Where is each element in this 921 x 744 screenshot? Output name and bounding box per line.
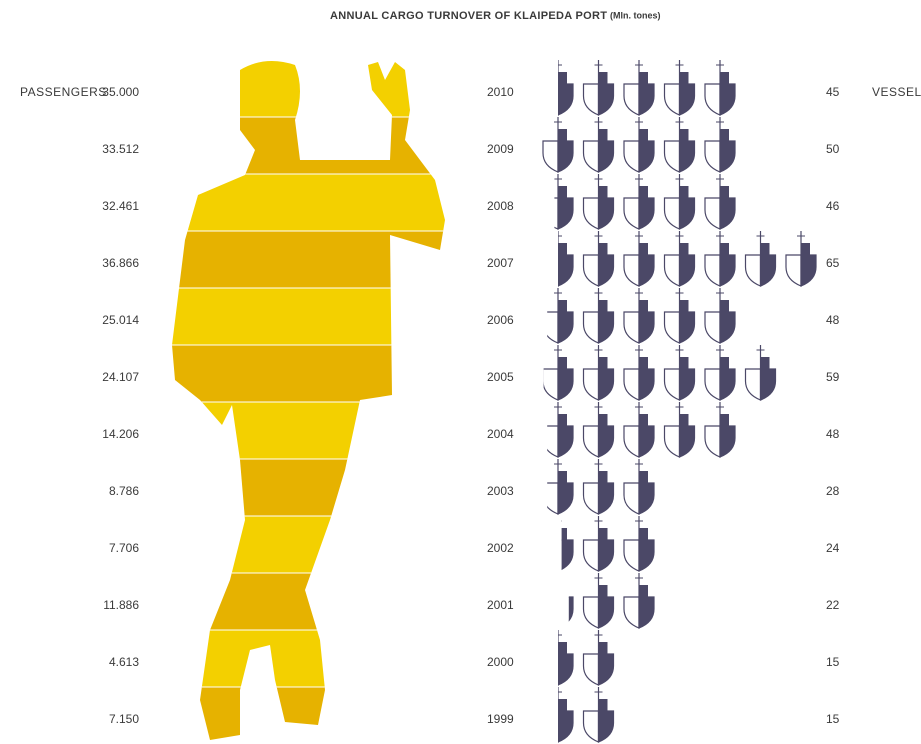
vessel-value: 46 bbox=[826, 199, 840, 213]
vessel-icons bbox=[542, 117, 736, 173]
year-label: 1999 bbox=[487, 712, 514, 726]
passenger-value: 24.107 bbox=[102, 370, 139, 384]
vessel-icons bbox=[547, 402, 736, 458]
vessel-value: 45 bbox=[826, 85, 840, 99]
year-label: 2004 bbox=[487, 427, 514, 441]
year-label: 2007 bbox=[487, 256, 514, 270]
passenger-band bbox=[172, 116, 445, 175]
passenger-value: 4.613 bbox=[109, 655, 139, 669]
vessel-value: 48 bbox=[826, 313, 840, 327]
vessel-value: 15 bbox=[826, 712, 840, 726]
passenger-band bbox=[172, 515, 445, 574]
passenger-value: 36.866 bbox=[102, 256, 139, 270]
year-label: 2008 bbox=[487, 199, 514, 213]
year-label: 2001 bbox=[487, 598, 514, 612]
vessel-value: 28 bbox=[826, 484, 840, 498]
vessel-value: 24 bbox=[826, 541, 840, 555]
passenger-value: 32.461 bbox=[102, 199, 139, 213]
year-label: 2003 bbox=[487, 484, 514, 498]
passenger-value: 8.786 bbox=[109, 484, 139, 498]
year-label: 2010 bbox=[487, 85, 514, 99]
chart-title: ANNUAL CARGO TURNOVER OF KLAIPEDA PORT bbox=[330, 10, 607, 22]
year-label: 2006 bbox=[487, 313, 514, 327]
year-label: 2002 bbox=[487, 541, 514, 555]
vessels-label: VESSELS bbox=[872, 85, 921, 99]
vessel-icons bbox=[543, 345, 777, 401]
passenger-value: 33.512 bbox=[102, 142, 139, 156]
vessel-icons bbox=[547, 288, 736, 344]
passenger-value: 25.014 bbox=[102, 313, 139, 327]
year-label: 2005 bbox=[487, 370, 514, 384]
passenger-band bbox=[172, 173, 445, 232]
vessel-value: 59 bbox=[826, 370, 840, 384]
vessel-value: 22 bbox=[826, 598, 840, 612]
vessel-icons bbox=[558, 687, 615, 743]
passenger-band bbox=[172, 686, 445, 740]
passenger-value: 7.150 bbox=[109, 712, 139, 726]
passenger-band bbox=[172, 230, 445, 289]
chart-subtitle: (Mln. tones) bbox=[610, 10, 661, 20]
passenger-value: 35.000 bbox=[102, 85, 139, 99]
vessel-value: 15 bbox=[826, 655, 840, 669]
vessel-icons bbox=[568, 573, 655, 629]
passengers-label: PASSENGERS bbox=[20, 85, 107, 99]
vessel-icons bbox=[558, 60, 736, 116]
passenger-value: 14.206 bbox=[102, 427, 139, 441]
vessel-icons bbox=[547, 459, 655, 515]
vessel-value: 50 bbox=[826, 142, 840, 156]
passenger-band bbox=[172, 287, 445, 346]
passenger-band bbox=[172, 401, 445, 460]
passenger-band bbox=[172, 344, 445, 403]
vessel-value: 48 bbox=[826, 427, 840, 441]
vessel-icons bbox=[561, 516, 655, 572]
vessel-icons bbox=[554, 174, 736, 230]
passenger-band bbox=[172, 61, 445, 118]
person-silhouette bbox=[172, 61, 445, 740]
passenger-band bbox=[172, 572, 445, 631]
year-label: 2000 bbox=[487, 655, 514, 669]
passenger-band bbox=[172, 458, 445, 517]
vessel-icons bbox=[558, 231, 817, 287]
passenger-value: 7.706 bbox=[109, 541, 139, 555]
vessel-icons bbox=[558, 630, 615, 686]
vessel-value: 65 bbox=[826, 256, 840, 270]
passenger-value: 11.886 bbox=[103, 598, 139, 612]
year-label: 2009 bbox=[487, 142, 514, 156]
passenger-band bbox=[172, 629, 445, 688]
